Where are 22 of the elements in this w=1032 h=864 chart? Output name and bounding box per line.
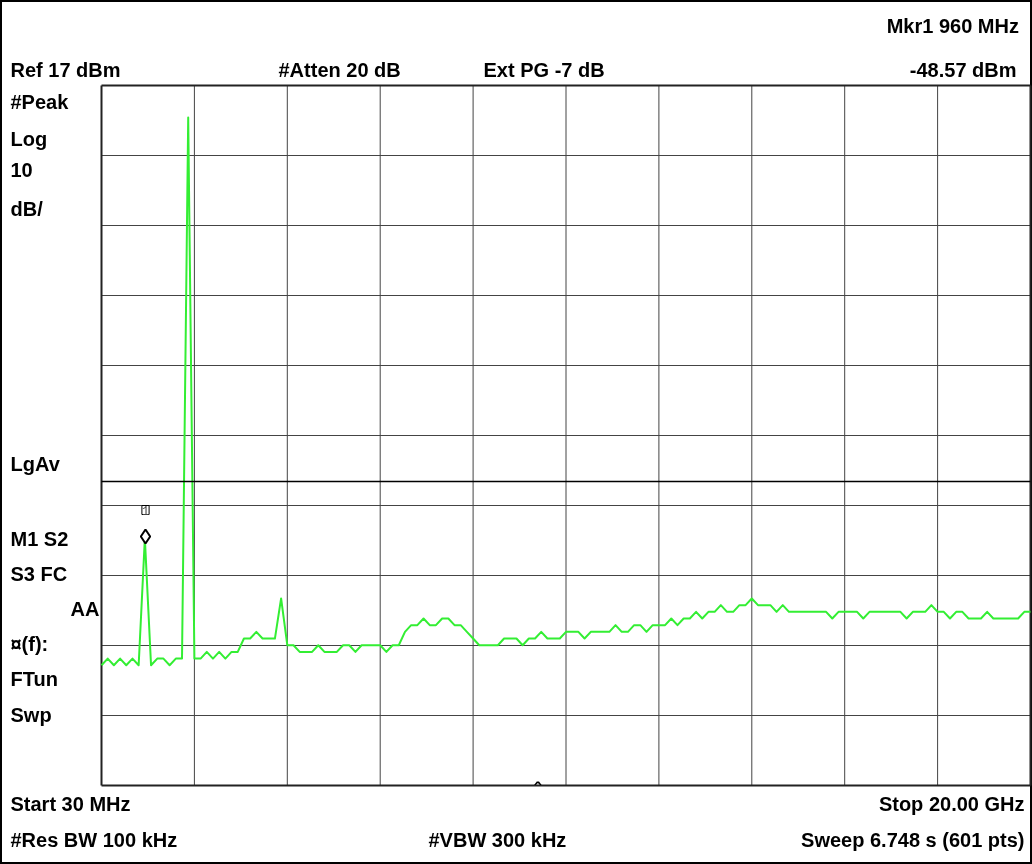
text: Start 30 MHz <box>10 792 131 815</box>
text: Swp <box>10 703 52 726</box>
text: Mkr1 960 MHz <box>886 14 1019 37</box>
annotation: ˆ <box>534 778 543 801</box>
text: Ext PG -7 dB <box>483 58 605 81</box>
text: #VBW 300 kHz <box>428 828 567 851</box>
text: -48.57 dBm <box>909 58 1017 81</box>
text: Stop 20.00 GHz <box>878 792 1025 815</box>
text: Sweep 6.748 s (601 pts) <box>801 828 1025 851</box>
text: Ref 17 dBm <box>10 58 121 81</box>
text: FTun <box>10 667 58 690</box>
text: dB/ <box>10 197 44 220</box>
text: S3 FC <box>10 562 68 585</box>
text: ¤(f): <box>10 632 49 655</box>
text: 10 <box>10 158 33 181</box>
text: Log <box>10 127 48 150</box>
text: #Peak <box>10 90 70 113</box>
text: M1 S2 <box>10 527 69 550</box>
text: LgAv <box>10 452 61 475</box>
text: #Atten 20 dB <box>278 58 401 81</box>
text: AA <box>70 597 100 620</box>
text: #Res BW 100 kHz <box>10 828 178 851</box>
